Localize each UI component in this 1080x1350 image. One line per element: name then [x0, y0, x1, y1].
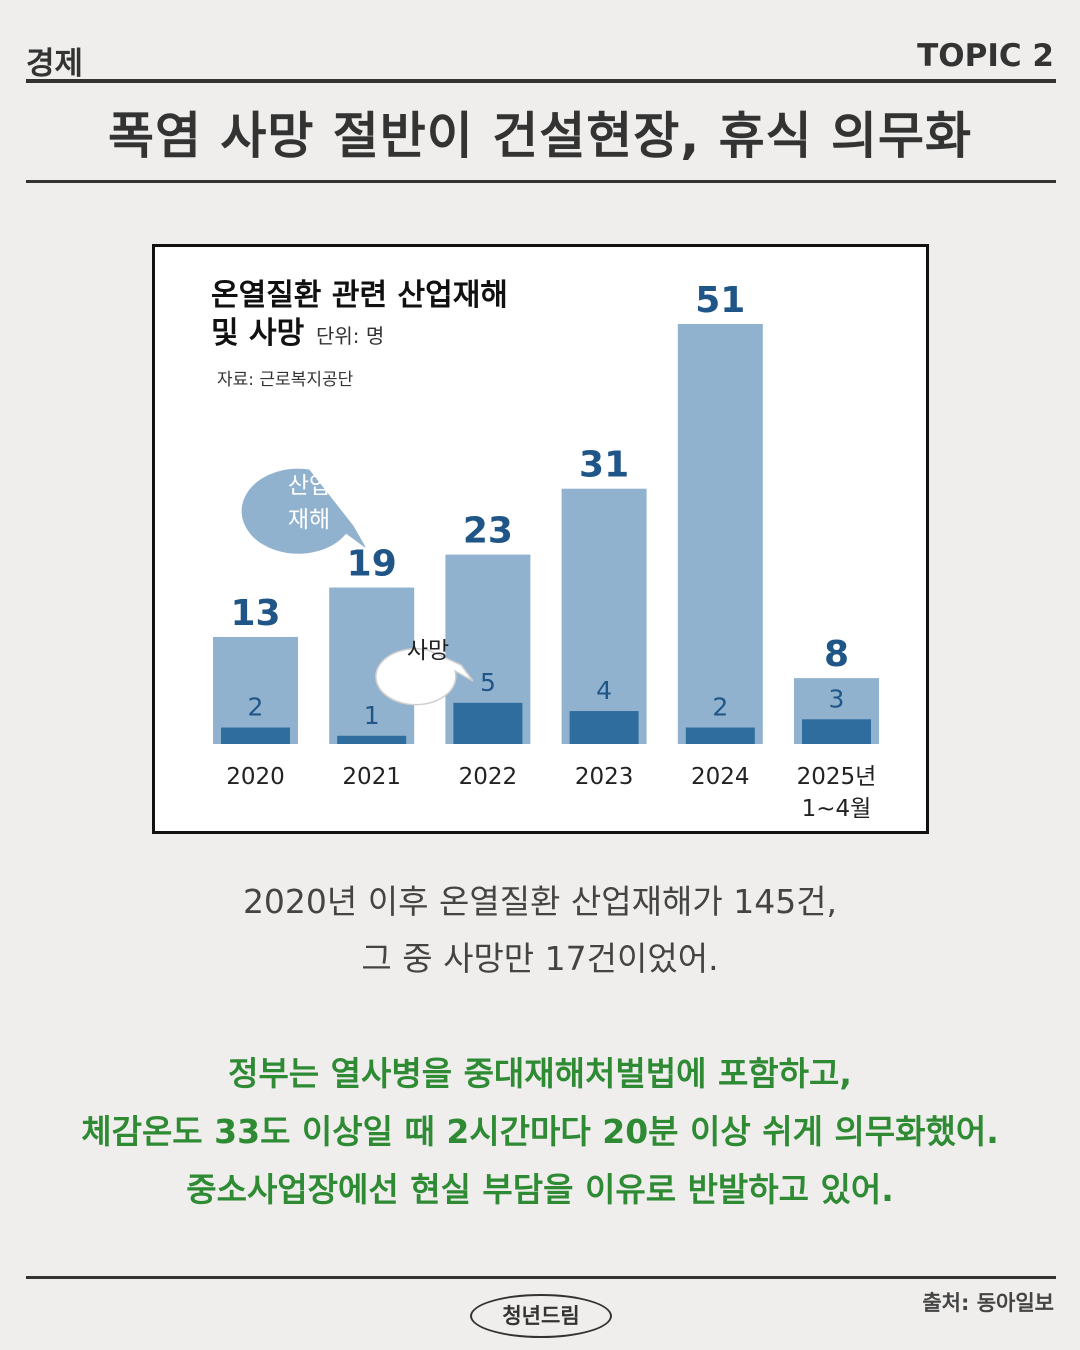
policy-note-line3: 중소사업장에선 현실 부담을 이유로 반발하고 있어. [186, 1170, 894, 1209]
callout-death-label: 사망 [407, 638, 449, 664]
label-death-2024: 2 [712, 693, 728, 722]
headline: 폭염 사망 절반이 건설현장, 휴식 의무화 [107, 107, 973, 165]
brand-badge: 청년드림 [470, 1294, 612, 1338]
category-label: 경제 [26, 46, 84, 82]
policy-note-line1: 정부는 열사병을 중대재해처벌법에 포함하고, [228, 1054, 852, 1093]
bars-group: 13 2 2020 19 1 2021 23 5 2022 31 4 2023 51 2 2024 8 3 202… [213, 280, 879, 822]
bar-injury-2024 [677, 324, 763, 744]
label-injury-2023: 31 [579, 445, 629, 486]
chart-title-line1: 온열질환 관련 산업재해 [211, 278, 508, 313]
x-tick-2021: 2021 [342, 764, 401, 790]
callout-death: 사망 [375, 638, 474, 706]
x-tick-2024: 2024 [691, 764, 750, 790]
x-tick-2022: 2022 [459, 764, 518, 790]
callout-injury: 산업 재해 [241, 468, 366, 554]
bar-death-2023 [569, 711, 639, 744]
bar-death-2022 [453, 702, 523, 744]
caption-line2: 그 중 사망만 17건이었어. [361, 939, 719, 978]
label-injury-2022: 23 [463, 511, 513, 552]
label-death-2022: 5 [480, 668, 496, 697]
bar-death-2020 [221, 727, 290, 744]
label-death-2025년: 3 [829, 684, 845, 713]
label-death-2020: 2 [248, 693, 264, 722]
callout-death-bubble [375, 647, 474, 706]
source-credit: 출처: 동아일보 [922, 1291, 1054, 1315]
label-injury-2025년: 8 [824, 634, 849, 675]
label-death-2023: 4 [596, 676, 612, 705]
chart-source: 자료: 근로복지공단 [217, 370, 354, 390]
policy-note-line2: 체감온도 33도 이상일 때 2시간마다 20분 이상 쉬게 의무화했어. [81, 1112, 999, 1151]
chart-unit: 단위: 명 [316, 324, 384, 348]
bottom-divider [26, 1276, 1056, 1279]
chart-title-line2: 및 사망 [211, 316, 305, 351]
bar-chart: 온열질환 관련 산업재해 및 사망 단위: 명 자료: 근로복지공단 13220… [211, 278, 879, 822]
topic-label: TOPIC 2 [917, 38, 1054, 74]
label-injury-2024: 51 [695, 280, 745, 321]
x-tick-2020: 2020 [226, 764, 285, 790]
bar-death-2024 [685, 727, 755, 744]
bar-injury-2020 [213, 636, 298, 744]
label-injury-2021: 19 [347, 544, 397, 585]
caption-line1: 2020년 이후 온열질환 산업재해가 145건, [242, 882, 838, 921]
callout-injury-line1: 산업 [288, 473, 330, 499]
bar-death-2025년 [802, 719, 871, 744]
label-injury-2020: 13 [230, 593, 280, 634]
label-death-2021: 1 [364, 701, 380, 730]
chart-panel: 온열질환 관련 산업재해 및 사망 단위: 명 자료: 근로복지공단 13 2 20… [152, 244, 929, 834]
headline-divider [26, 180, 1056, 183]
x-tick-2025년: 2025년 [797, 764, 877, 790]
bar-injury-2023 [561, 488, 647, 744]
callout-injury-line2: 재해 [288, 507, 330, 533]
callout-injury-bubble [241, 468, 366, 554]
bar-death-2021 [337, 735, 407, 744]
x-tick-2023: 2023 [575, 764, 634, 790]
top-divider [26, 79, 1056, 83]
x-tick-sub-2025년: 1~4월 [802, 796, 872, 822]
